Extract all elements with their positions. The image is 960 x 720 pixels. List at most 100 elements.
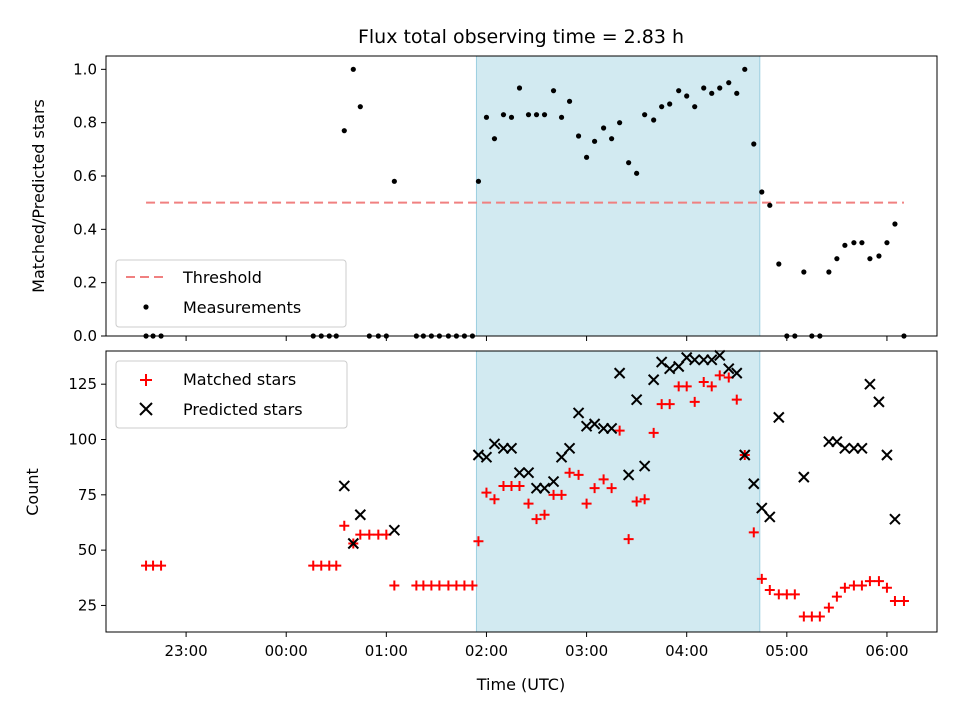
observing-window-bottom	[475, 350, 761, 633]
top-y-tick-label: 0.0	[73, 327, 97, 345]
predicted-star-point	[472, 449, 485, 461]
x-tick-label: 00:00	[265, 642, 308, 660]
matched-star-point	[573, 469, 584, 480]
bottom-y-axis-label: Count	[23, 468, 42, 516]
top-y-tick-label: 0.2	[73, 274, 97, 292]
chart-title: Flux total observing time = 2.83 h	[358, 26, 684, 48]
measurement-point	[759, 189, 765, 195]
measurement-point	[600, 125, 607, 131]
predicted-star-point	[572, 407, 585, 419]
measurement-points	[143, 66, 907, 339]
predicted-star-point	[714, 349, 726, 362]
predicted-star-point	[723, 362, 735, 375]
legend-measurements-label: Measurements	[183, 298, 301, 317]
matched-star-point	[839, 582, 850, 593]
predicted-star-point	[513, 466, 526, 479]
top-plot-frame	[105, 55, 938, 337]
predicted-star-point	[839, 442, 851, 455]
matched-star-point	[689, 396, 700, 407]
measurement-point	[575, 133, 582, 139]
predicted-star-point	[731, 367, 743, 379]
matched-star-point	[889, 596, 900, 607]
measurement-point	[834, 256, 840, 262]
measurement-point	[533, 112, 540, 118]
bottom-y-tick-label: 75	[78, 486, 97, 504]
predicted-star-point	[881, 449, 893, 461]
x-tick-label: 01:00	[365, 642, 408, 660]
measurement-point	[684, 93, 690, 99]
x-tick-label: 02:00	[465, 642, 508, 660]
measurement-point	[357, 104, 363, 110]
predicted-star-point	[647, 374, 660, 386]
predicted-star-point	[522, 466, 535, 479]
predicted-star-point	[605, 422, 618, 435]
measurement-point	[516, 85, 523, 91]
matched-star-point	[823, 602, 834, 613]
matched-star-point	[748, 527, 759, 538]
matched-star-point	[881, 582, 892, 593]
matched-star-point	[473, 536, 484, 547]
predicted-star-point	[873, 396, 885, 408]
measurement-point	[475, 178, 482, 184]
matched-star-point	[789, 589, 800, 600]
measurement-point	[826, 269, 832, 275]
bottom-y-tick-label: 100	[68, 431, 97, 449]
matched-star-point	[706, 381, 717, 392]
matched-star-point	[355, 529, 366, 540]
measurement-point	[609, 136, 615, 142]
matched-star-point	[873, 576, 884, 587]
bottom-legend-box	[115, 360, 348, 429]
measurement-point	[892, 221, 898, 227]
measurement-point	[701, 85, 707, 91]
measurement-point	[634, 170, 640, 176]
predicted-star-point	[748, 478, 760, 490]
predicted-star-point	[622, 469, 635, 481]
matched-star-point	[523, 498, 534, 509]
matched-star-point	[731, 394, 742, 405]
legend-matched-label: Matched stars	[183, 370, 296, 389]
top-y-axis-label: Matched/Predicted stars	[29, 99, 48, 293]
top-legend-box	[115, 259, 347, 328]
predicted-star-point	[638, 460, 651, 472]
matched-star-point	[664, 399, 675, 410]
matched-star-point	[681, 381, 692, 392]
measurement-point	[734, 90, 740, 96]
matched-star-point	[467, 580, 478, 591]
matched-star-point	[639, 494, 650, 505]
matched-star-point	[581, 498, 592, 509]
observing-window-top	[475, 55, 761, 337]
legend-predicted-label: Predicted stars	[183, 400, 303, 419]
matched-star-point	[606, 483, 617, 494]
top-y-tick-label: 0.6	[73, 167, 97, 185]
x-tick-label: 06:00	[865, 642, 908, 660]
matched-star-point	[598, 474, 609, 485]
measurement-point	[717, 85, 723, 91]
matched-star-point	[364, 529, 375, 540]
matched-star-point	[623, 534, 634, 545]
measurement-point	[851, 240, 857, 246]
x-tick-label: 05:00	[765, 642, 808, 660]
predicted-star-point	[338, 480, 350, 492]
measurement-point	[350, 66, 356, 72]
measurement-point	[742, 66, 748, 72]
measurement-point	[842, 242, 848, 248]
measurement-point	[726, 80, 732, 86]
legend-predicted-swatch	[139, 402, 153, 416]
measurement-point	[776, 261, 782, 267]
measurement-point	[751, 141, 757, 147]
measurement-point	[651, 117, 657, 123]
predicted-star-point	[630, 393, 643, 406]
bottom-y-tick-label: 125	[68, 375, 97, 393]
predicted-star-point	[756, 502, 768, 514]
matched-star-point	[698, 376, 709, 387]
matched-star-point	[489, 494, 500, 505]
bottom-y-axis-ticks: 25 50 75 100 125	[68, 375, 106, 614]
measurement-point	[566, 98, 573, 104]
predicted-star-point	[588, 418, 601, 430]
bottom-y-tick-label: 50	[78, 541, 97, 559]
measurement-point	[659, 104, 665, 110]
predicted-star-point	[538, 482, 551, 494]
measurement-point	[642, 112, 648, 118]
matched-star-point	[864, 576, 875, 587]
predicted-star-point	[798, 471, 810, 483]
